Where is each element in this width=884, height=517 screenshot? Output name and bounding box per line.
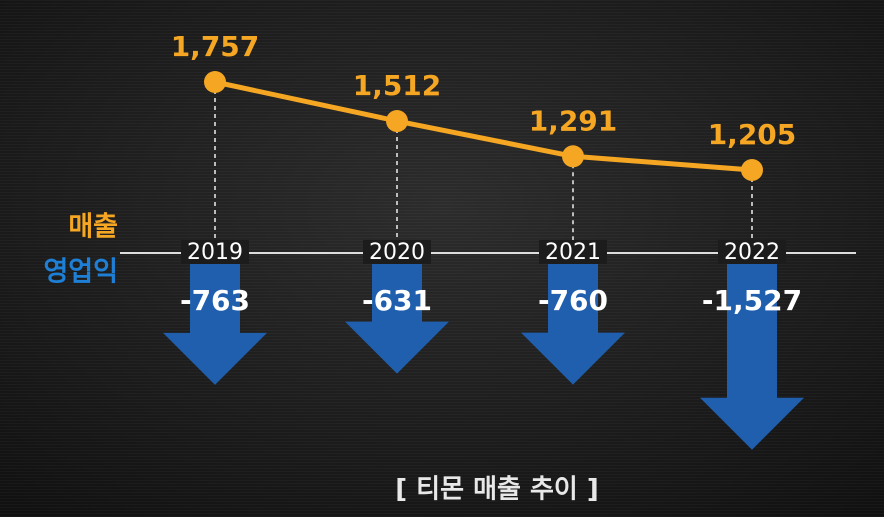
- x-tick-label: 2022: [724, 240, 780, 265]
- point: [741, 159, 763, 181]
- x-tick-label: 2021: [545, 240, 601, 265]
- point: [204, 71, 226, 93]
- year-bg: [718, 240, 786, 264]
- value-label: 1,757: [171, 30, 260, 63]
- arrow: [700, 262, 804, 450]
- point: [386, 110, 408, 133]
- chart-title: [ 티몬 매출 추이 ]: [395, 475, 599, 505]
- value-label: 1,512: [353, 69, 442, 102]
- year-bg: [363, 240, 431, 264]
- arrow: [345, 262, 449, 374]
- value-label: -631: [362, 284, 432, 317]
- arrow: [163, 262, 267, 385]
- arrow: [521, 262, 625, 385]
- value-label: -763: [180, 284, 250, 317]
- value-label: 1,205: [708, 118, 797, 151]
- x-tick-label: 2020: [369, 240, 425, 265]
- year-bg: [539, 240, 607, 264]
- point: [562, 145, 584, 168]
- legend-label: 영업익: [43, 257, 118, 288]
- legend-label: 매출: [68, 212, 118, 243]
- x-tick-label: 2019: [187, 240, 243, 265]
- revenue-line: [214, 79, 753, 173]
- value-label: 1,291: [529, 104, 618, 137]
- value-label: -1,527: [702, 284, 802, 317]
- value-label: -760: [538, 284, 608, 317]
- year-bg: [181, 240, 249, 264]
